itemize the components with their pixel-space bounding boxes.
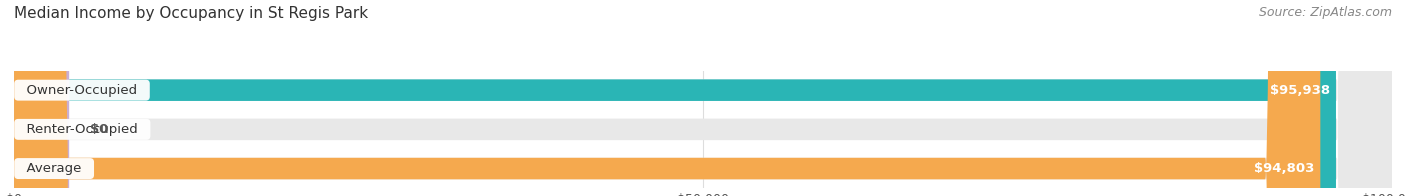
FancyBboxPatch shape	[14, 0, 1392, 196]
Text: $94,803: $94,803	[1254, 162, 1315, 175]
Text: Owner-Occupied: Owner-Occupied	[18, 84, 146, 97]
Text: Median Income by Occupancy in St Regis Park: Median Income by Occupancy in St Regis P…	[14, 6, 368, 21]
Text: $95,938: $95,938	[1271, 84, 1330, 97]
FancyBboxPatch shape	[14, 0, 1320, 196]
Text: $0: $0	[90, 123, 108, 136]
FancyBboxPatch shape	[14, 0, 1336, 196]
Text: Average: Average	[18, 162, 90, 175]
FancyBboxPatch shape	[14, 0, 1392, 196]
FancyBboxPatch shape	[14, 0, 69, 196]
FancyBboxPatch shape	[14, 0, 1392, 196]
Text: Source: ZipAtlas.com: Source: ZipAtlas.com	[1258, 6, 1392, 19]
Text: Renter-Occupied: Renter-Occupied	[18, 123, 146, 136]
